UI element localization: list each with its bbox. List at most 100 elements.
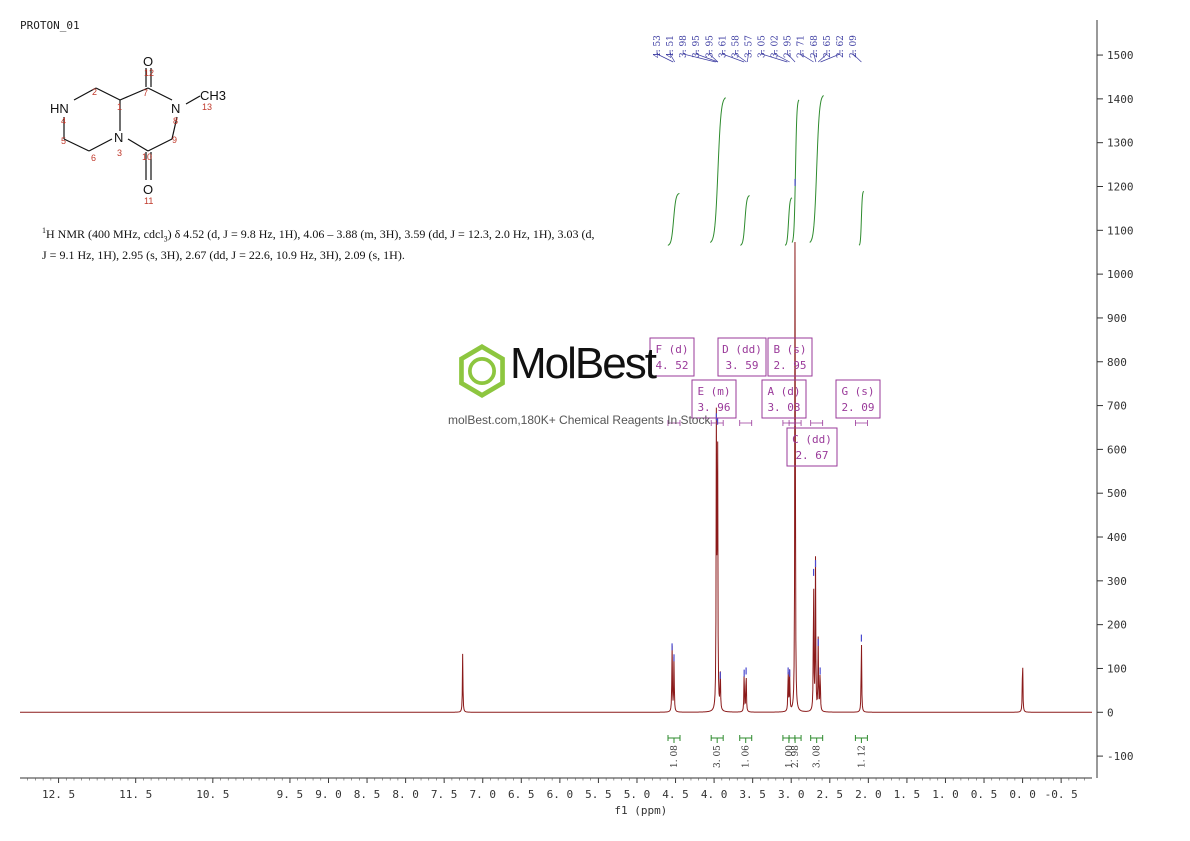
integral-curve <box>740 195 750 246</box>
y-tick-label: 700 <box>1107 400 1127 413</box>
peak-label-connector <box>708 50 719 63</box>
x-tick-label: 1. 0 <box>932 788 959 801</box>
multiplet-shift: 3. 03 <box>767 401 800 414</box>
integral-curve <box>709 97 726 243</box>
multiplet-shift: 3. 96 <box>697 401 730 414</box>
peak-label-connector <box>852 50 862 63</box>
integral-value: 1. 08 <box>670 745 680 768</box>
peak-ppm-label: 3. 57 <box>744 35 754 58</box>
y-tick-label: 1100 <box>1107 224 1134 237</box>
x-tick-label: 8. 5 <box>354 788 381 801</box>
molecule-structure <box>63 68 201 180</box>
solvent-subscript: 3 <box>163 234 168 244</box>
x-tick-label: 0. 0 <box>1009 788 1036 801</box>
peak-label-connector <box>817 50 828 63</box>
molecule-atom-labels: HN N N O O CH3 1 2 3 4 5 6 7 8 9 10 11 1… <box>50 54 226 206</box>
multiplet-box <box>786 427 838 467</box>
x-tick-label: 12. 5 <box>42 788 75 801</box>
multiplet-box <box>835 379 881 419</box>
atom-number: 8 <box>173 116 178 126</box>
integral-curve <box>809 95 824 243</box>
description-rest: ) δ 4.52 (d, J = 9.8 Hz, 1H), 4.06 – 3.8… <box>42 227 595 263</box>
integral-curves <box>667 95 865 246</box>
peak-label-connector <box>669 50 676 63</box>
multiplet-label: B (s) <box>773 343 806 356</box>
atom-label: N <box>171 101 180 116</box>
peak-ppm-label: 3. 61 <box>718 35 728 58</box>
atom-label: N <box>114 130 123 145</box>
y-tick-label: 400 <box>1107 531 1127 544</box>
atom-number: 3 <box>117 148 122 158</box>
multiplet-label: E (m) <box>697 385 730 398</box>
multiplet-shift: 2. 67 <box>795 449 828 462</box>
multiplet-range <box>810 420 824 426</box>
x-tick-label: 2. 0 <box>855 788 882 801</box>
peak-label-connector <box>721 50 745 63</box>
x-tick-label: 7. 5 <box>431 788 458 801</box>
atom-number: 12 <box>144 68 154 78</box>
x-tick-label: 4. 0 <box>701 788 728 801</box>
multiplet-label: G (s) <box>841 385 874 398</box>
y-tick-label: 600 <box>1107 443 1127 456</box>
nmr-description: 1H NMR (400 MHz, cdcl3) δ 4.52 (d, J = 9… <box>42 222 602 264</box>
y-tick-label: 1500 <box>1107 49 1134 62</box>
x-tick-label: 9. 5 <box>277 788 304 801</box>
spectrum-line <box>20 242 1092 713</box>
atom-number: 6 <box>91 153 96 163</box>
peak-label-connector <box>800 50 814 63</box>
peak-label-connector <box>656 50 674 63</box>
peak-ppm-label: 2. 62 <box>836 35 846 58</box>
atom-label: HN <box>50 101 69 116</box>
atom-number: 9 <box>172 135 177 145</box>
y-tick-label: 1200 <box>1107 180 1134 193</box>
peak-label-connector <box>813 50 817 63</box>
benzene-ring-inner <box>468 357 496 385</box>
multiplet-label: F (d) <box>655 343 688 356</box>
x-tick-label: 1. 5 <box>894 788 921 801</box>
watermark-logo <box>459 344 505 398</box>
y-tick-label: 200 <box>1107 619 1127 632</box>
atom-number: 5 <box>61 136 66 146</box>
integral-value: 3. 08 <box>813 745 823 768</box>
peak-label-connector <box>682 50 716 63</box>
y-tick-label: 1000 <box>1107 268 1134 281</box>
peak-label-connector <box>746 50 749 63</box>
peak-label-connector <box>695 50 719 63</box>
peak-ppm-label: 3. 02 <box>771 35 781 58</box>
multiplet-shift: 2. 09 <box>841 401 874 414</box>
integral-bracket <box>667 735 681 743</box>
integral-curve <box>784 197 793 246</box>
integral-bracket <box>788 735 802 743</box>
x-tick-label: -0. 5 <box>1045 788 1078 801</box>
y-tick-label: 1400 <box>1107 93 1134 106</box>
integral-curve <box>791 99 800 243</box>
x-tick-label: 7. 0 <box>469 788 496 801</box>
x-tick-label: 11. 5 <box>119 788 152 801</box>
peak-ppm-label: 3. 58 <box>731 35 741 58</box>
multiplet-label: A (d) <box>767 385 800 398</box>
x-tick-label: 6. 0 <box>547 788 574 801</box>
multiplet-box <box>761 379 807 419</box>
multiplet-box <box>649 337 695 377</box>
x-tick-label: 4. 5 <box>662 788 689 801</box>
atom-number: 13 <box>202 102 212 112</box>
peak-ppm-label: 2. 65 <box>823 35 833 58</box>
atom-number: 2 <box>92 87 97 97</box>
watermark-brand: MolBest <box>510 339 657 388</box>
atom-label: O <box>143 54 153 69</box>
integral-value: 1. 00 <box>785 745 795 768</box>
benzene-ring-icon <box>459 344 505 398</box>
y-tick-label: 300 <box>1107 575 1127 588</box>
atom-number: 4 <box>61 116 66 126</box>
x-tick-label: 5. 5 <box>585 788 612 801</box>
peak-ppm-label: 2. 71 <box>797 35 807 58</box>
peak-ppm-label: 3. 95 <box>705 35 715 58</box>
x-tick-label: 3. 5 <box>739 788 766 801</box>
multiplet-box <box>691 379 737 419</box>
watermark-tagline: molBest.com,180K+ Chemical Reagents In S… <box>448 413 711 427</box>
multiplet-boxes: F (d) 4. 52 E (m) 3. 96 D (dd) 3. 59 A (d) 3. 0… <box>649 337 881 467</box>
integral-curve <box>858 190 865 246</box>
y-tick-label: 1300 <box>1107 137 1134 150</box>
peak-ppm-label: 3. 98 <box>679 35 689 58</box>
